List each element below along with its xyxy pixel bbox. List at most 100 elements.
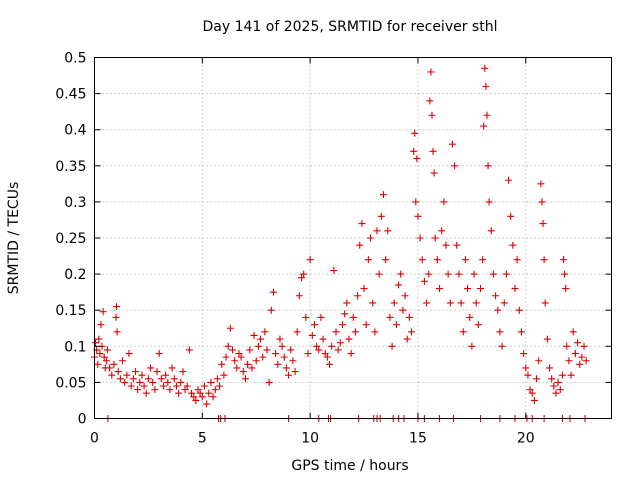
data-point: [261, 328, 269, 336]
data-point: [254, 342, 262, 350]
data-point: [427, 68, 435, 76]
data-point: [472, 299, 480, 307]
data-point: [413, 155, 421, 163]
data-point: [106, 364, 114, 372]
data-point: [530, 396, 538, 404]
data-point: [509, 241, 517, 249]
data-point: [429, 147, 437, 155]
data-point: [274, 360, 282, 368]
axis-ticks: 0 0.05 0.1 0.15 0.2 0.25 0.3 0.35 0.4 0.45 0.5 0 5 10…: [55, 51, 612, 447]
data-point: [535, 357, 543, 365]
data-point: [356, 241, 364, 249]
data-point: [114, 368, 122, 376]
data-point: [142, 389, 150, 397]
data-point: [134, 386, 142, 394]
data-point: [377, 212, 385, 220]
data-point: [520, 350, 528, 358]
data-point: [259, 353, 267, 361]
data-point: [155, 350, 163, 358]
data-point: [188, 389, 196, 397]
data-point: [384, 227, 392, 235]
data-point: [390, 299, 398, 307]
data-point: [345, 335, 353, 343]
data-point: [513, 256, 521, 264]
data-point: [196, 389, 204, 397]
data-point: [149, 378, 157, 386]
data-point: [321, 350, 329, 358]
data-point: [313, 342, 321, 350]
y-tick-label: 0.25: [55, 231, 86, 247]
data-point: [162, 371, 170, 379]
data-point: [330, 266, 338, 274]
data-point: [183, 382, 191, 390]
data-point: [194, 386, 202, 394]
data-point: [308, 331, 316, 339]
data-point: [420, 277, 428, 285]
x-tick-label: 20: [517, 431, 535, 447]
data-point: [172, 382, 180, 390]
data-point: [319, 335, 327, 343]
data-point: [360, 285, 368, 293]
x-axis-label: GPS time / hours: [291, 458, 408, 474]
data-point: [565, 357, 573, 365]
data-point: [241, 375, 249, 383]
data-point: [371, 328, 379, 336]
data-point: [541, 299, 549, 307]
data-point: [428, 111, 436, 119]
data-point: [237, 353, 245, 361]
data-point: [181, 386, 189, 394]
data-point: [248, 364, 256, 372]
data-point: [375, 270, 383, 278]
data-point: [317, 313, 325, 321]
data-point: [479, 256, 487, 264]
data-point: [395, 281, 403, 289]
data-point: [272, 350, 280, 358]
data-point: [229, 346, 237, 354]
data-point: [211, 386, 219, 394]
y-tick-label: 0.1: [64, 339, 86, 355]
data-point: [451, 162, 459, 170]
y-tick-label: 0: [78, 412, 87, 428]
data-point: [480, 122, 488, 130]
data-point: [563, 342, 571, 350]
data-point: [103, 346, 111, 354]
data-point: [455, 270, 463, 278]
data-point: [213, 375, 221, 383]
data-point: [129, 375, 137, 383]
data-point: [112, 313, 120, 321]
y-tick-label: 0.35: [55, 159, 86, 175]
data-point: [576, 360, 584, 368]
data-point: [436, 285, 444, 293]
data-point: [569, 328, 577, 336]
data-point: [571, 350, 579, 358]
y-axis-label: SRMTID / TECUs: [6, 182, 22, 295]
data-point: [489, 270, 497, 278]
data-point: [433, 256, 441, 264]
data-point: [560, 256, 568, 264]
data-point: [522, 364, 530, 372]
data-point: [407, 328, 415, 336]
data-point: [438, 227, 446, 235]
data-point: [116, 375, 124, 383]
data-point: [315, 346, 323, 354]
data-point: [349, 313, 357, 321]
data-point: [121, 378, 129, 386]
data-point: [507, 212, 515, 220]
data-point: [160, 382, 168, 390]
data-point: [102, 357, 110, 365]
data-point: [280, 353, 288, 361]
data-point: [250, 331, 258, 339]
x-tick-label: 15: [409, 431, 427, 447]
data-point: [147, 364, 155, 372]
data-point: [382, 256, 390, 264]
data-point: [341, 310, 349, 318]
data-point: [494, 306, 502, 314]
data-point: [310, 321, 318, 329]
data-point: [138, 371, 146, 379]
data-point: [239, 368, 247, 376]
data-point: [367, 234, 375, 242]
y-tick-label: 0.05: [55, 375, 86, 391]
data-point: [203, 400, 211, 408]
data-point: [492, 292, 500, 300]
data-point: [354, 292, 362, 300]
